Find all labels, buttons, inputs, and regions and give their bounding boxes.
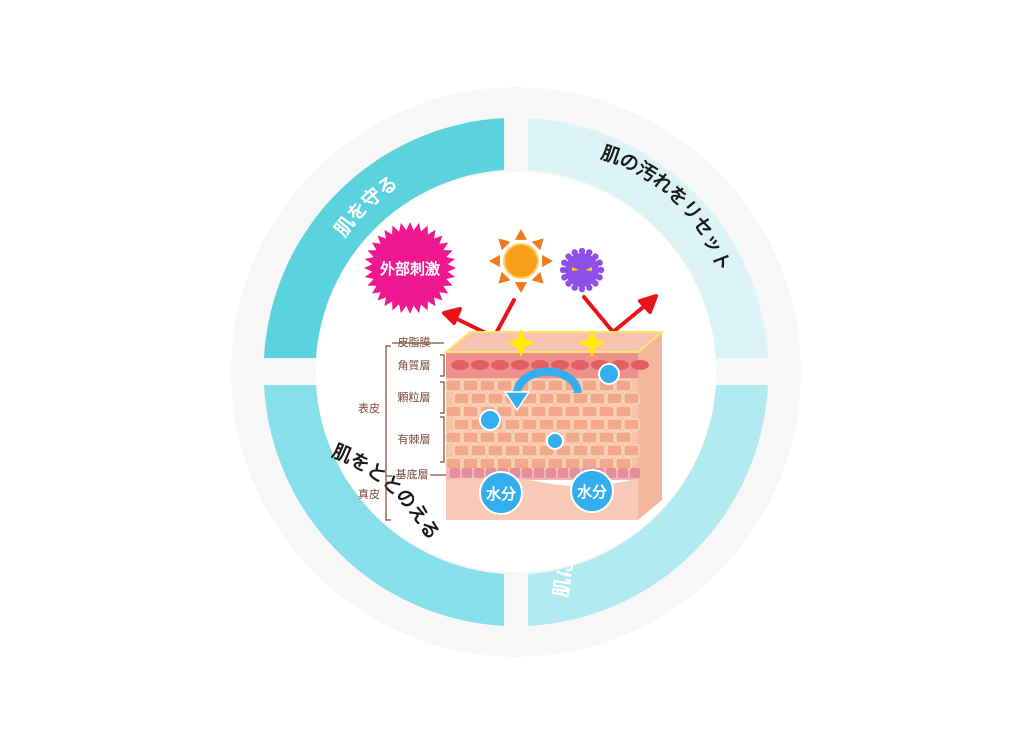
segment-reset — [528, 118, 768, 358]
segment-condition — [264, 385, 504, 626]
hazard-burst: 外部刺激 — [364, 222, 456, 314]
water-droplet — [546, 432, 564, 450]
layer-label-dermis: 真皮 — [358, 487, 380, 501]
layer-label-epidermis: 表皮 — [358, 401, 380, 415]
sparkle-icon — [507, 329, 535, 357]
water-droplet — [598, 363, 620, 385]
moisture-label: 水分 — [577, 483, 607, 501]
layer-label-corneum: 角質層 — [398, 358, 431, 372]
germ-icon — [559, 247, 605, 293]
layer-label-basal: 基底層 — [396, 467, 429, 481]
layer-label-sebum: 皮脂膜 — [398, 335, 431, 349]
layer-label-spinous: 有棘層 — [398, 432, 431, 446]
segment-protect — [264, 118, 504, 358]
moisture-badge: 水分 — [570, 469, 614, 513]
water-droplet — [479, 409, 501, 431]
hazard-label: 外部刺激 — [379, 260, 441, 278]
layer-brackets — [385, 342, 446, 521]
moisture-label: 水分 — [486, 485, 516, 503]
layer-label-granular: 顆粒層 — [398, 390, 431, 404]
skin-cross-section — [443, 331, 665, 520]
moisture-badge: 水分 — [479, 471, 523, 515]
sun-icon — [489, 229, 553, 293]
segment-moisturize — [528, 385, 768, 626]
sparkle-icon — [578, 329, 606, 357]
rotation-arrow-icon — [503, 367, 582, 412]
